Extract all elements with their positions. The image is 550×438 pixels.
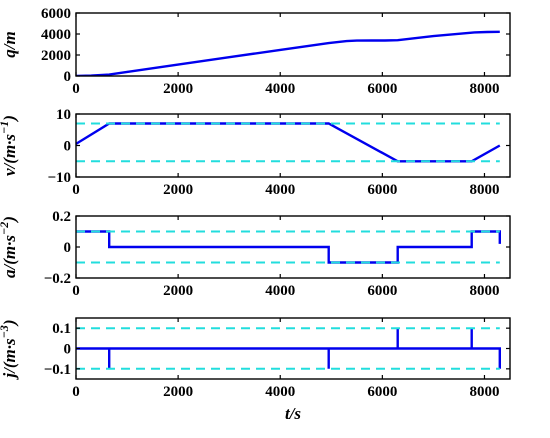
x-tick-label: 8000 [469,384,499,400]
y-tick-label: −0.1 [44,362,71,378]
y-tick-label: 0.2 [52,209,71,225]
x-tick-label: 2000 [163,384,193,400]
x-tick-label: 2000 [163,81,193,97]
x-tick-label: 6000 [367,283,397,299]
series-group [76,230,501,264]
subplot-3: 0 2000 4000 6000 8000−0.200.2a/(m·s−2) [0,209,511,299]
x-tick-label: 2000 [163,283,193,299]
x-tick-label: 4000 [265,182,295,198]
x-tick-label: 2000 [163,182,193,198]
series-group [76,30,500,76]
y-tick-label: 0 [64,240,72,256]
y-tick-label: 0 [64,69,72,85]
y-axis-label: j/(m·s−3) [0,319,19,380]
x-tick-label: 8000 [469,182,499,198]
x-tick-label: 0 [72,81,80,97]
x-tick-label: 0 [72,384,80,400]
x-tick-label: 8000 [469,283,499,299]
x-tick-label: 4000 [265,81,295,97]
axes-frame [75,12,511,77]
x-axis-label: t/s [285,404,301,423]
x-tick-label: 4000 [265,384,295,400]
y-tick-label: 2000 [41,48,71,64]
y-axis-label: v/(m·s−1) [0,115,19,176]
y-tick-label: 6000 [41,6,71,22]
series-group [76,327,501,370]
subplot-1: 0 2000 4000 6000 8000 0 2000 4000 6000 q/m [0,6,511,97]
x-tick-label: 6000 [367,384,397,400]
subplot-4: 0 2000 4000 6000 8000−0.100.1j/(m·s−3)t/s [0,317,511,423]
y-axis-label: q/m [0,31,19,57]
y-tick-label: −10 [47,170,71,186]
x-tick-label: 4000 [265,283,295,299]
series-line [76,230,501,264]
y-tick-label: 0.1 [52,321,71,337]
y-tick-label: 4000 [41,27,71,43]
x-tick-label: 6000 [367,81,397,97]
x-tick-label: 0 [72,283,80,299]
series-line [76,122,501,163]
series-line [76,328,501,369]
x-tick-label: 6000 [367,182,397,198]
y-axis-label: a/(m·s−2) [0,216,19,278]
series-line [76,30,500,76]
y-tick-label: 0 [64,139,72,155]
y-tick-label: −0.2 [44,271,71,287]
y-tick-label: 10 [56,107,71,123]
x-tick-label: 8000 [469,81,499,97]
series-group [76,122,501,163]
y-tick-label: 0 [64,342,72,358]
x-tick-label: 0 [72,182,80,198]
